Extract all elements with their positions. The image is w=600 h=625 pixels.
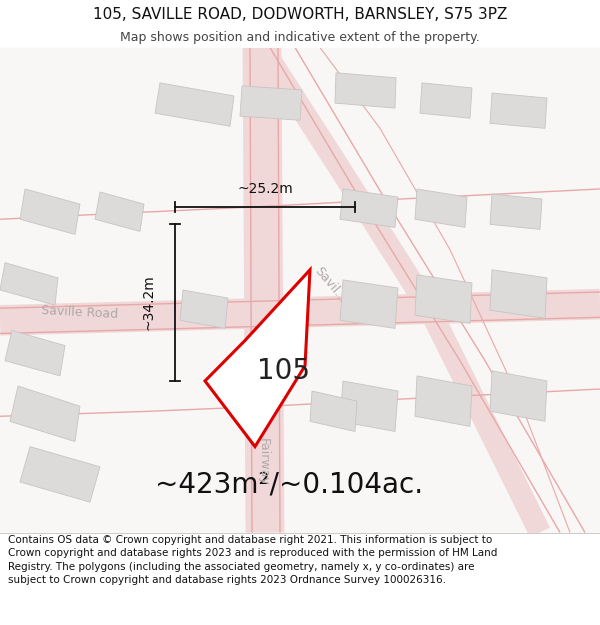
Polygon shape (310, 391, 357, 431)
Text: 105, SAVILLE ROAD, DODWORTH, BARNSLEY, S75 3PZ: 105, SAVILLE ROAD, DODWORTH, BARNSLEY, S… (93, 7, 507, 22)
Polygon shape (335, 72, 396, 108)
Polygon shape (420, 83, 472, 118)
Polygon shape (415, 189, 467, 228)
Polygon shape (0, 262, 58, 305)
Text: Map shows position and indicative extent of the property.: Map shows position and indicative extent… (120, 31, 480, 44)
Polygon shape (415, 376, 472, 426)
Text: ~423m²/~0.104ac.: ~423m²/~0.104ac. (155, 470, 423, 498)
Polygon shape (340, 280, 398, 328)
Text: Saville Road: Saville Road (41, 304, 119, 321)
Polygon shape (340, 381, 398, 431)
Text: 105: 105 (257, 357, 311, 385)
Polygon shape (20, 447, 100, 503)
Polygon shape (490, 270, 547, 318)
Polygon shape (340, 189, 398, 228)
Text: Fairway: Fairway (257, 438, 269, 486)
Polygon shape (180, 290, 228, 328)
Polygon shape (490, 93, 547, 128)
Polygon shape (490, 371, 547, 421)
Text: Contains OS data © Crown copyright and database right 2021. This information is : Contains OS data © Crown copyright and d… (8, 535, 497, 585)
Polygon shape (5, 331, 65, 376)
Polygon shape (155, 83, 234, 126)
Polygon shape (20, 189, 80, 234)
Text: ~34.2m: ~34.2m (141, 274, 155, 330)
Text: ~25.2m: ~25.2m (237, 182, 293, 196)
Text: Savil...: Savil... (311, 264, 349, 305)
Polygon shape (95, 192, 144, 231)
Polygon shape (205, 270, 310, 447)
Polygon shape (415, 275, 472, 323)
Polygon shape (10, 386, 80, 442)
Polygon shape (240, 86, 302, 120)
Polygon shape (490, 194, 542, 229)
